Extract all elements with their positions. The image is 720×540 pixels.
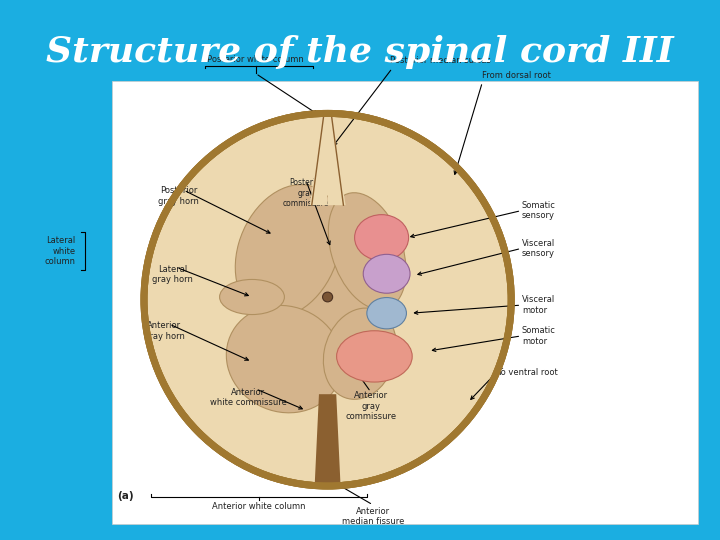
Ellipse shape	[235, 185, 341, 318]
Text: Posterior
gray horn: Posterior gray horn	[158, 186, 199, 206]
Text: Structure of the spinal cord III: Structure of the spinal cord III	[46, 35, 674, 69]
Text: Somatic
sensory: Somatic sensory	[522, 201, 556, 220]
Ellipse shape	[355, 214, 409, 260]
Ellipse shape	[220, 280, 284, 314]
Text: Visceral
motor: Visceral motor	[522, 295, 555, 315]
Text: Anterior
median fissure: Anterior median fissure	[342, 507, 404, 526]
Text: Anterior
gray
commissure: Anterior gray commissure	[345, 392, 397, 421]
FancyBboxPatch shape	[112, 81, 698, 524]
Ellipse shape	[364, 254, 410, 293]
Text: Anterior white column: Anterior white column	[212, 502, 306, 511]
Text: Lateral
gray horn: Lateral gray horn	[153, 265, 193, 284]
Ellipse shape	[367, 298, 407, 329]
Ellipse shape	[226, 306, 343, 413]
Ellipse shape	[337, 330, 413, 382]
Text: (a): (a)	[117, 490, 133, 501]
Text: From dorsal root: From dorsal root	[482, 71, 552, 80]
Polygon shape	[315, 394, 341, 486]
Ellipse shape	[281, 259, 374, 340]
Ellipse shape	[328, 193, 406, 309]
Ellipse shape	[144, 113, 511, 486]
Polygon shape	[310, 113, 328, 205]
Ellipse shape	[323, 308, 397, 399]
Text: Posterior white column: Posterior white column	[207, 55, 304, 64]
Text: Anterior
white commissure: Anterior white commissure	[210, 388, 287, 407]
Ellipse shape	[323, 292, 333, 302]
Text: Lateral
white
column: Lateral white column	[45, 236, 76, 266]
Text: Posterior
gray
commissure: Posterior gray commissure	[283, 178, 329, 208]
Text: Anterior
gray horn: Anterior gray horn	[144, 321, 184, 341]
Text: Posterior median sulcus: Posterior median sulcus	[390, 56, 491, 65]
Polygon shape	[328, 113, 346, 205]
Text: Visceral
sensory: Visceral sensory	[522, 239, 555, 258]
Text: Somatic
motor: Somatic motor	[522, 326, 556, 346]
Text: To ventral root: To ventral root	[497, 368, 557, 377]
